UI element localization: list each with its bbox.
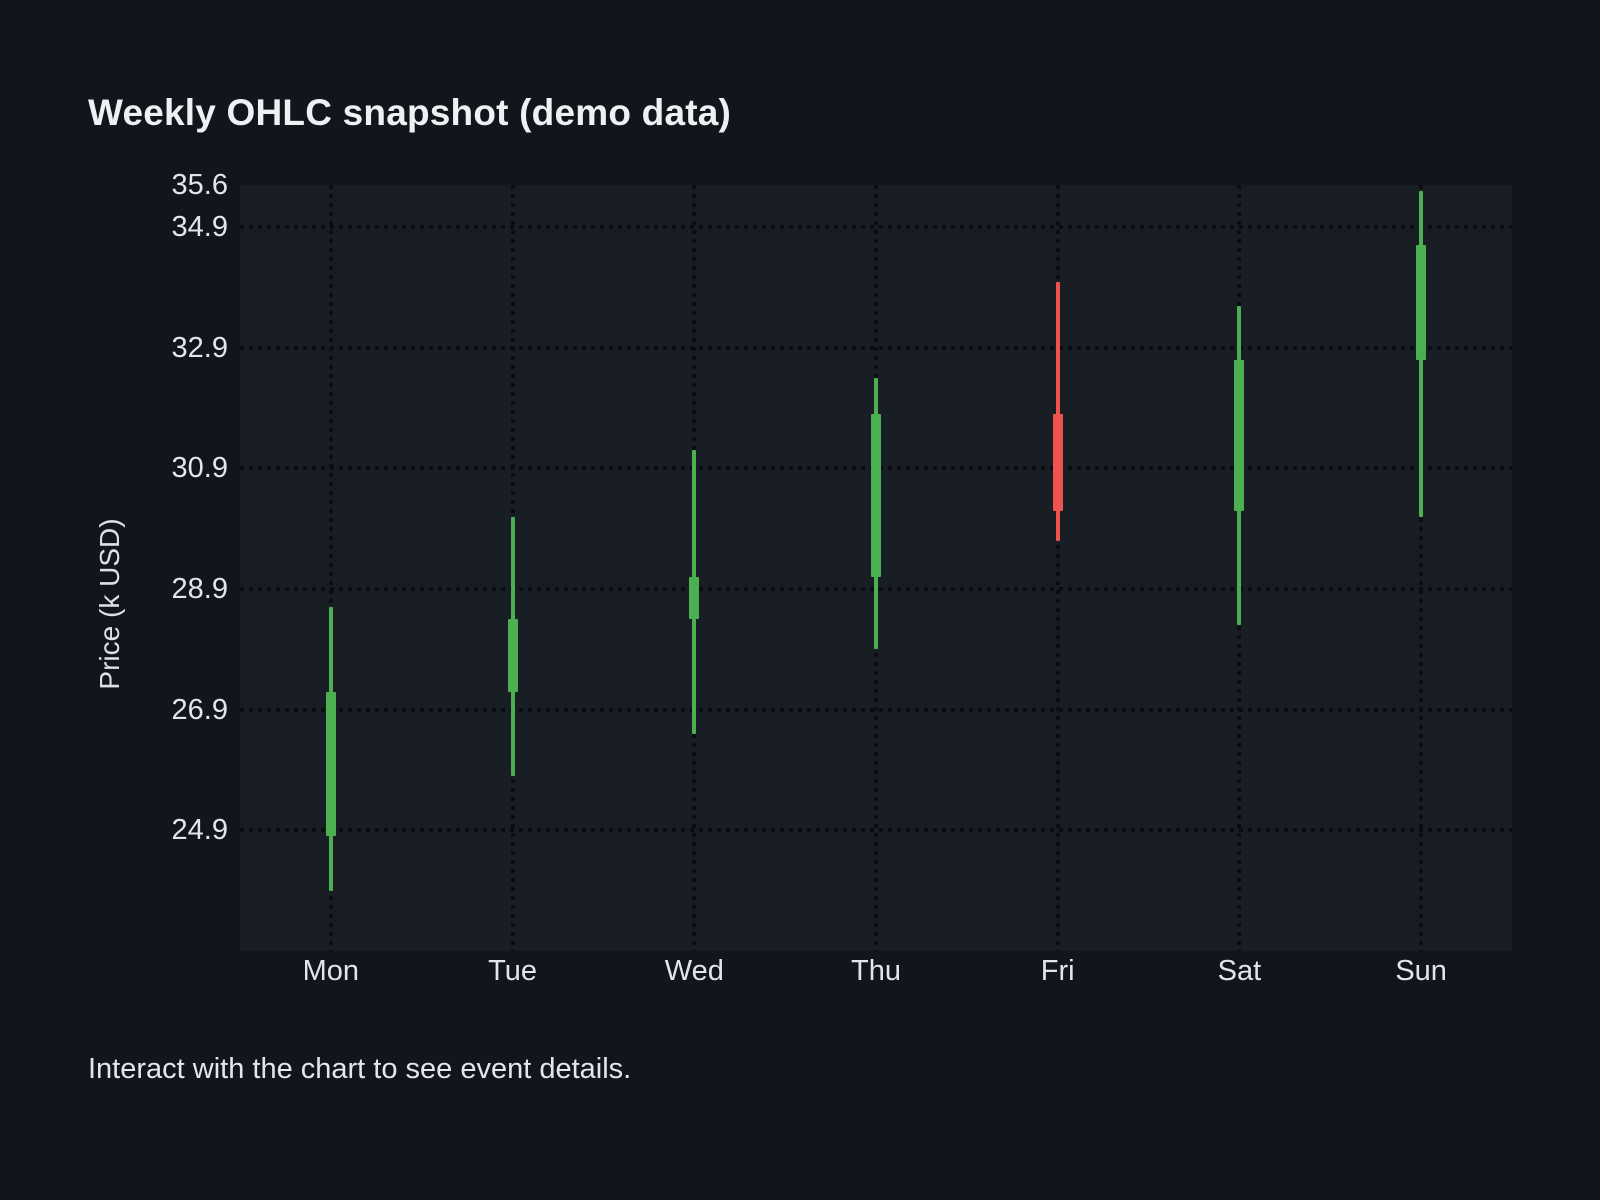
y-tick-label: 30.9: [171, 452, 228, 485]
x-tick-label-tue: Tue: [488, 955, 538, 987]
x-tick-label-fri: Fri: [1040, 955, 1075, 987]
y-tick-label: 32.9: [171, 331, 228, 364]
y-tick-label: 35.6: [171, 169, 228, 201]
candle-body-wed[interactable]: [689, 577, 700, 620]
x-tick-label-wed: Wed: [664, 955, 724, 987]
candle-body-sat[interactable]: [1234, 359, 1245, 511]
x-tick-label-sun: Sun: [1395, 955, 1447, 987]
candle-body-tue[interactable]: [507, 619, 518, 692]
y-tick-label: 24.9: [171, 814, 228, 847]
v-gridline: [328, 185, 333, 951]
x-tick-label-mon: Mon: [302, 955, 360, 987]
candle-body-mon[interactable]: [325, 691, 336, 837]
candle-body-sun[interactable]: [1416, 245, 1427, 360]
candle-body-fri[interactable]: [1052, 414, 1063, 511]
x-tick-label-thu: Thu: [851, 955, 901, 987]
candle-wick-fri[interactable]: [1055, 281, 1060, 541]
x-tick-label-sat: Sat: [1217, 955, 1262, 987]
y-tick-label: 34.9: [171, 211, 228, 244]
candle-body-thu[interactable]: [871, 414, 881, 578]
v-gridline: [1055, 185, 1060, 951]
plot-area[interactable]: [240, 185, 1512, 951]
footer-note: Interact with the chart to see event det…: [88, 1053, 632, 1085]
y-tick-label: 26.9: [171, 693, 228, 726]
chart-title: Weekly OHLC snapshot (demo data): [88, 92, 732, 133]
y-tick-label: 28.9: [171, 573, 228, 606]
v-gridline: [1419, 185, 1424, 951]
